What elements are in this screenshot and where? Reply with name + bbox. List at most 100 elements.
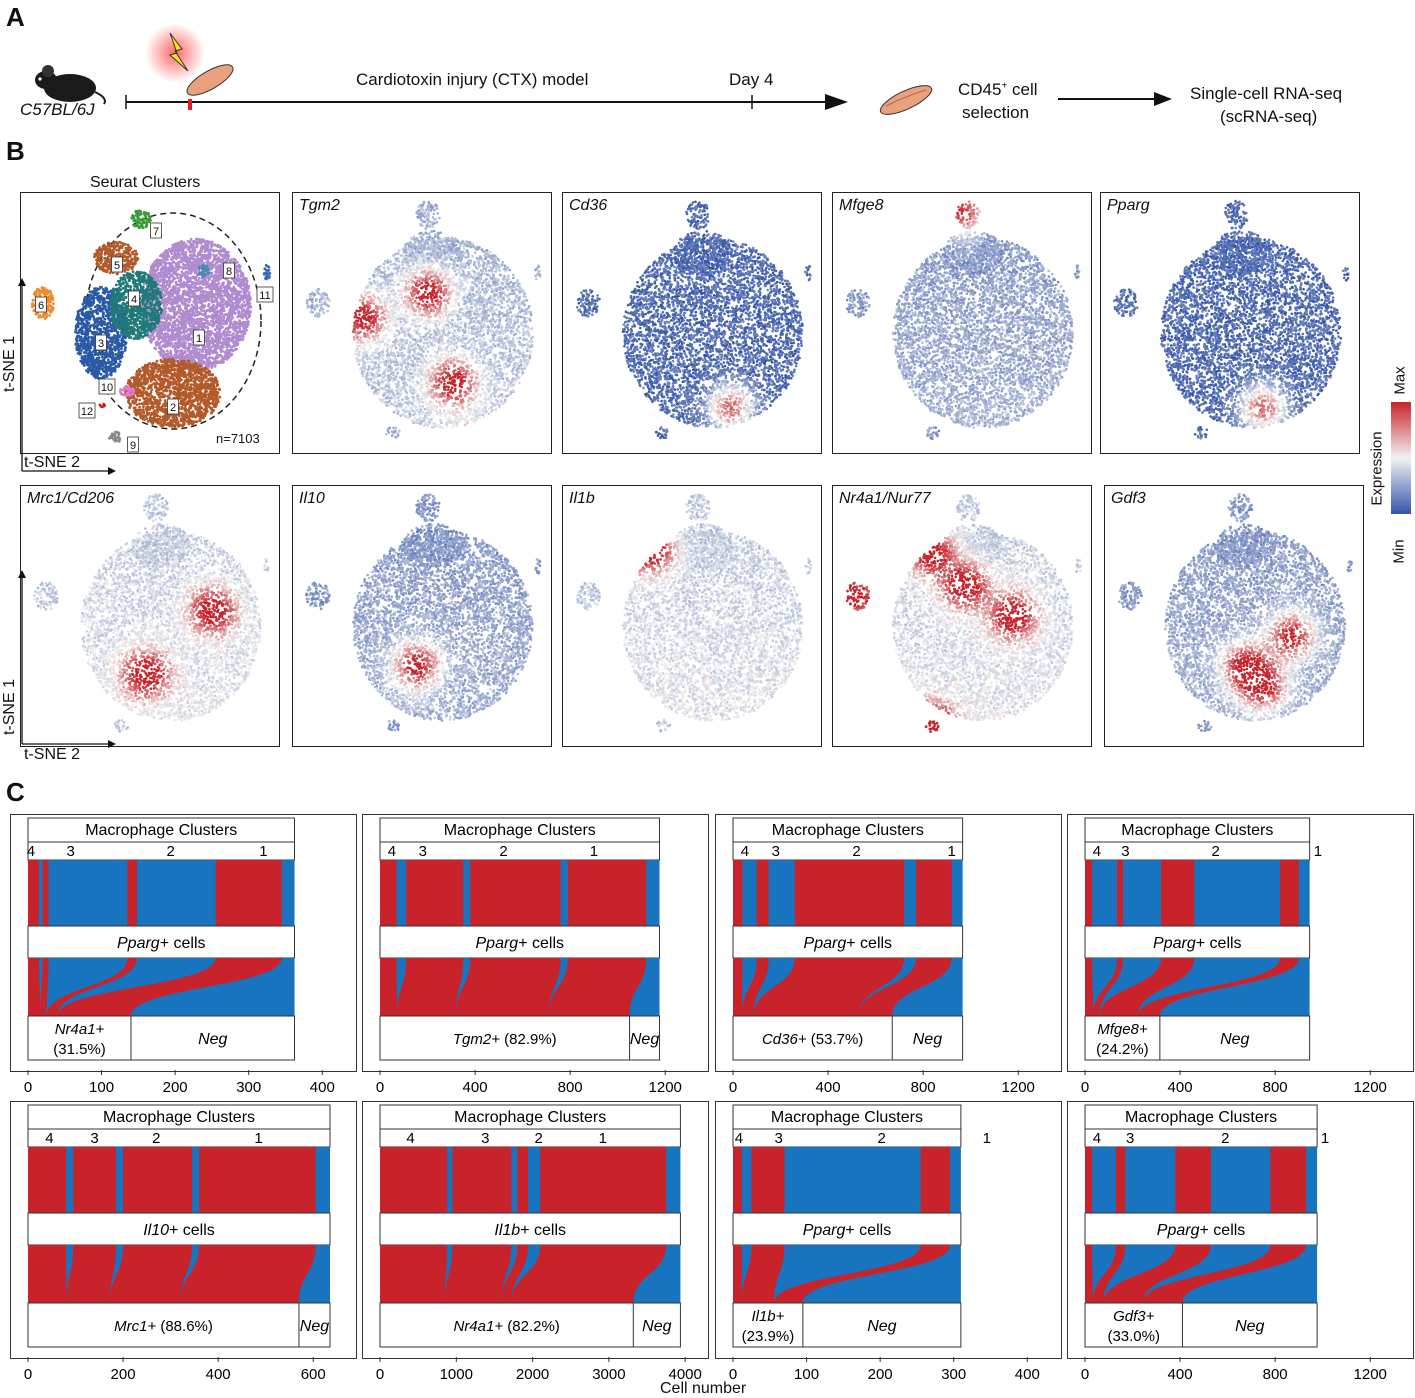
tick-label: 200 [163,1079,188,1096]
band-top-red [406,860,463,926]
middle-label: Pparg+ cells [1157,1222,1246,1239]
tsne-points [305,494,541,732]
pos-pct: (24.2%) [1096,1041,1149,1058]
tick-label: 800 [911,1079,936,1096]
band-top-red [43,860,49,926]
header-text: Macrophage Clusters [444,822,596,839]
tick-label: 800 [558,1079,583,1096]
tick-label: 0 [1081,1079,1089,1096]
cluster-number: 3 [90,1130,98,1147]
cluster-number: 4 [1093,1130,1101,1147]
cluster-number: 1 [259,843,267,860]
legend-min: Min [1391,539,1408,563]
header-text: Macrophage Clusters [1121,822,1273,839]
band-top-red [123,1147,192,1213]
band-top-red [28,860,39,926]
cluster-number: 2 [852,843,860,860]
cluster-number: 3 [772,843,780,860]
neg-label: Neg [1220,1031,1249,1048]
tsne-points [576,201,812,440]
cluster-number: 3 [1121,843,1129,860]
band-top-red [795,860,904,926]
panel-label-a: A [6,2,25,33]
pos-pct: (31.5%) [53,1041,106,1058]
tick-label: 1200 [1354,1079,1387,1096]
pos-label: Nr4a1+ (82.2%) [453,1318,559,1335]
pos-label: Cd36+ (53.7%) [762,1031,863,1048]
cluster-7 [130,209,152,229]
neg-label: Neg [867,1318,896,1335]
cluster-number: 1 [590,843,598,860]
band-top-red [1116,1147,1126,1213]
tick-label: 400 [1168,1366,1193,1383]
panel-label-b: B [6,136,25,167]
mouse-icon [20,56,110,106]
tick-label: 0 [24,1366,32,1383]
pos-label: Nr4a1+ [55,1021,105,1038]
legend-title: Expression [1369,431,1386,505]
tick-label: 400 [1168,1079,1193,1096]
cluster-number: 4 [27,843,35,860]
middle-label: Il1b+ cells [494,1222,566,1239]
band-top-red [540,1147,666,1213]
flow-red [1085,1245,1093,1303]
flow-red [397,958,463,1016]
band-top-red [1270,1147,1306,1213]
tick-label: 1200 [1354,1366,1387,1383]
pos-label: Mrc1+ (88.6%) [114,1318,213,1335]
muscle-icon-2 [876,78,936,122]
tsne-plot-gdf3: Gdf3 [1104,485,1364,747]
cluster-number: 4 [45,1130,53,1147]
tsne-plot-nr4a1: Nr4a1/Nur77 [832,485,1092,747]
band-top-red [733,1147,742,1213]
tick-label: 400 [463,1079,488,1096]
flow-red [445,1245,511,1303]
tsne-plot-cd36: Cd36 [562,192,822,454]
x-axis-label: Cell number [660,1380,746,1398]
tsne-plot-tgm2: Tgm2 [292,192,552,454]
band-top-red [733,860,743,926]
axis-y-label-2: t-SNE 1 [1,679,19,735]
expression-colorbar [1391,402,1411,514]
header-text: Macrophage Clusters [772,822,924,839]
tick-label: 600 [301,1366,326,1383]
middle-label: Pparg+ cells [803,1222,892,1239]
tick-label: 400 [1015,1366,1040,1383]
flow-red [67,1245,116,1303]
cluster-number: 3 [66,843,74,860]
day-label: Day 4 [729,70,773,90]
cluster-number: 2 [1221,1130,1229,1147]
tick-label: 0 [376,1079,384,1096]
tick-label: 400 [816,1079,841,1096]
tsne-axes-2 [14,570,124,750]
injury-marker [188,99,192,110]
tick-label: 0 [1081,1366,1089,1383]
flow-red [733,1245,742,1303]
neg-label: Neg [1235,1318,1264,1335]
flow-red [28,958,40,1016]
tick-label: 0 [24,1079,32,1096]
cluster-number: 4 [741,843,749,860]
neg-label: Neg [198,1031,227,1048]
panel-label-c: C [6,777,25,808]
cluster-label-7: 7 [151,223,162,238]
tsne-plot-il10: Il10 [292,485,552,747]
tsne-axes-1 [14,278,284,478]
cluster-number: 2 [535,1130,543,1147]
band-top-red [1175,1147,1211,1213]
tsne-points [846,494,1082,733]
cluster-label-8: 8 [224,263,235,278]
pos-label: Il1b+ [751,1308,784,1325]
pos-label: Tgm2+ (82.9%) [453,1031,557,1048]
tick-label: 400 [206,1366,231,1383]
band-top-red [1161,860,1194,926]
band-top-red [921,1147,950,1213]
middle-label: Pparg+ cells [804,935,893,952]
cluster-number: 2 [152,1130,160,1147]
